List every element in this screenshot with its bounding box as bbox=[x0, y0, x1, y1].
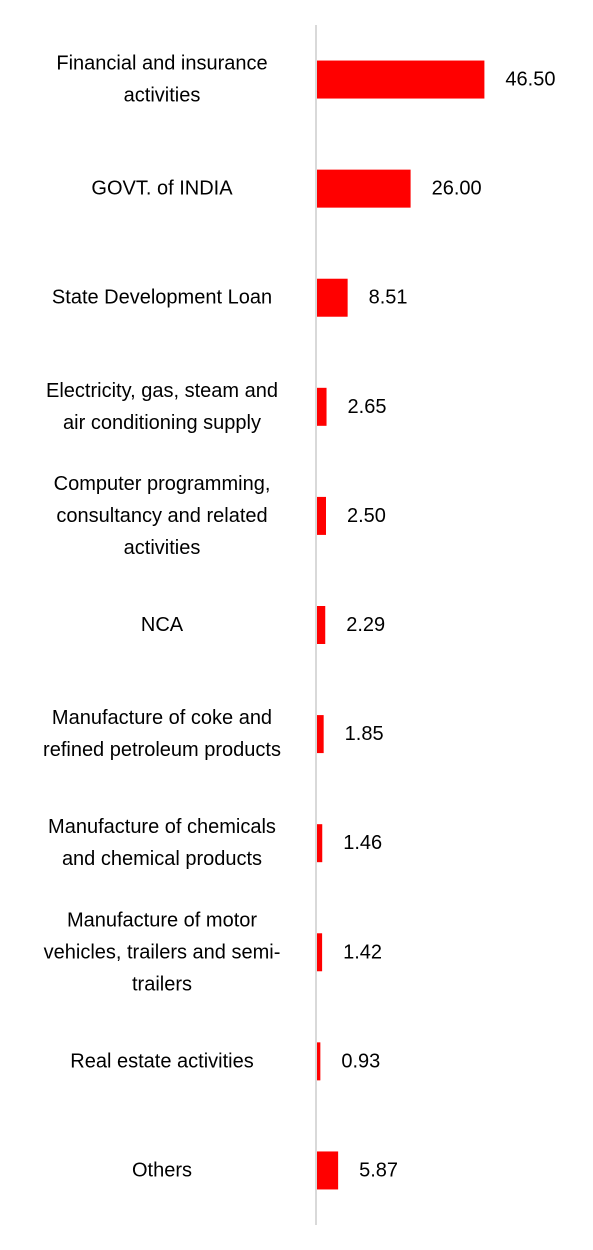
value-label-5: 2.29 bbox=[346, 614, 385, 636]
bar-4 bbox=[317, 496, 326, 535]
value-label-10: 5.87 bbox=[359, 1159, 398, 1181]
category-label-line: trailers bbox=[132, 973, 192, 995]
value-label-1: 26.00 bbox=[432, 178, 482, 200]
bar-10 bbox=[317, 1151, 339, 1190]
category-label-line: vehicles, trailers and semi- bbox=[44, 941, 281, 963]
category-label-line: Electricity, gas, steam and bbox=[46, 380, 278, 402]
category-label-10: Others bbox=[132, 1159, 192, 1181]
category-label-line: refined petroleum products bbox=[43, 739, 281, 761]
category-labels-group: Financial and insurance activities GOVT. o… bbox=[43, 53, 281, 1182]
value-labels-group: 46.50 26.00 8.51 2.65 2.50 2.29 1.85 1.46 1.42 0.… bbox=[341, 69, 555, 1182]
value-label-2: 8.51 bbox=[369, 287, 408, 309]
category-label-line: GOVT. of INDIA bbox=[91, 178, 233, 200]
category-label-0: Financial and insurance activities bbox=[56, 53, 267, 107]
bar-0 bbox=[317, 60, 485, 99]
category-label-line: Others bbox=[132, 1159, 192, 1181]
category-label-6: Manufacture of coke and refined petroleum… bbox=[43, 707, 281, 761]
bar-5 bbox=[317, 606, 326, 644]
category-label-line: and chemical products bbox=[62, 848, 262, 870]
bar-8 bbox=[317, 933, 323, 972]
category-label-line: State Development Loan bbox=[52, 287, 272, 309]
value-label-0: 46.50 bbox=[505, 69, 555, 91]
category-label-line: Computer programming, bbox=[54, 473, 271, 495]
category-label-line: consultancy and related bbox=[56, 505, 267, 527]
category-label-2: State Development Loan bbox=[52, 287, 272, 309]
bar-7 bbox=[317, 824, 323, 863]
bar-6 bbox=[317, 715, 324, 754]
category-label-8: Manufacture of motor vehicles, trailers a… bbox=[44, 909, 281, 995]
category-label-5: NCA bbox=[141, 614, 184, 636]
value-label-4: 2.50 bbox=[347, 505, 386, 527]
value-label-6: 1.85 bbox=[345, 723, 384, 745]
category-label-line: activities bbox=[124, 537, 201, 559]
category-label-line: Manufacture of motor bbox=[67, 909, 257, 931]
bar-2 bbox=[317, 278, 348, 317]
category-label-7: Manufacture of chemicals and chemical pro… bbox=[48, 816, 276, 870]
value-label-9: 0.93 bbox=[341, 1050, 380, 1072]
category-label-line: NCA bbox=[141, 614, 184, 636]
bar-1 bbox=[317, 169, 411, 208]
category-label-line: activities bbox=[124, 85, 201, 107]
category-label-line: Manufacture of chemicals bbox=[48, 816, 276, 838]
category-label-line: Financial and insurance bbox=[56, 53, 267, 75]
category-label-line: Real estate activities bbox=[70, 1050, 253, 1072]
category-label-9: Real estate activities bbox=[70, 1050, 253, 1072]
category-label-3: Electricity, gas, steam and air condition… bbox=[46, 380, 278, 434]
category-label-line: air conditioning supply bbox=[63, 412, 261, 434]
category-label-line: Manufacture of coke and bbox=[52, 707, 272, 729]
value-label-3: 2.65 bbox=[348, 396, 387, 418]
bars-group bbox=[317, 60, 485, 1190]
value-label-7: 1.46 bbox=[343, 832, 382, 854]
value-label-8: 1.42 bbox=[343, 941, 382, 963]
category-label-1: GOVT. of INDIA bbox=[91, 178, 233, 200]
bar-3 bbox=[317, 387, 327, 426]
bar-9 bbox=[317, 1042, 321, 1081]
category-label-4: Computer programming, consultancy and rel… bbox=[54, 473, 271, 559]
